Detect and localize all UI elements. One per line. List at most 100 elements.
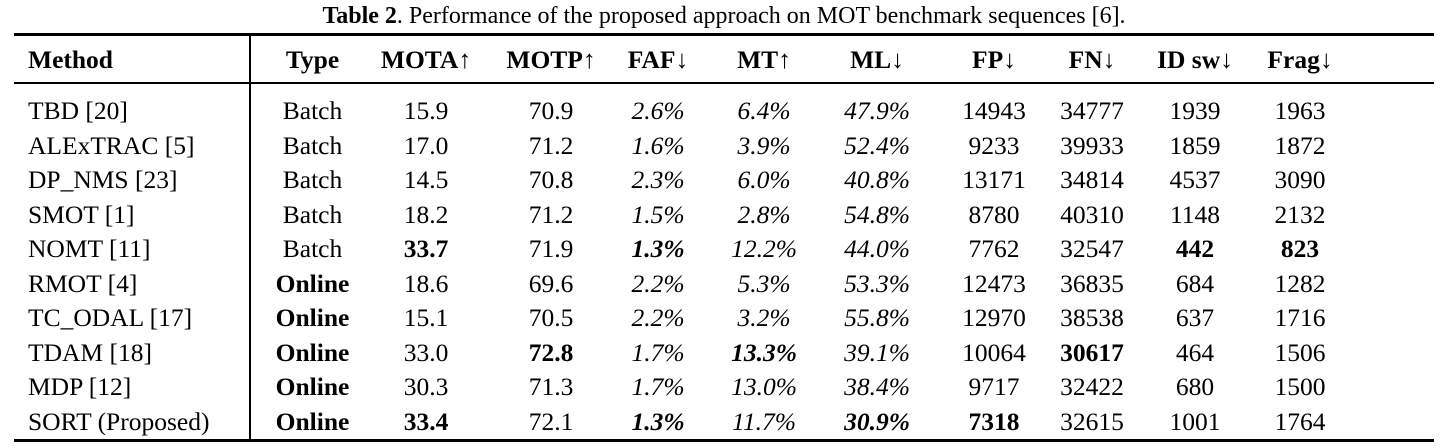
cell-motp: 71.9 — [528, 234, 574, 264]
cell-type: Batch — [282, 130, 343, 160]
cell-mt: 12.2% — [731, 234, 797, 264]
cell-mota: 18.6 — [403, 268, 449, 298]
cell-mt: 11.7% — [732, 406, 796, 436]
cell-method: SORT (Proposed) — [14, 404, 251, 441]
cell-mota: 15.9 — [403, 96, 449, 126]
table-row: ALExTRAC [5] Batch 17.0 71.2 1.6% 3.9% 52.4% 92… — [14, 128, 1434, 163]
cell-faf: 1.3% — [631, 406, 685, 436]
cell-ml: 52.4% — [844, 130, 910, 160]
cell-ml: 38.4% — [844, 372, 910, 402]
cell-fn: 32547 — [1060, 234, 1124, 264]
cell-ml: 47.9% — [844, 96, 910, 126]
cell-method: RMOT [4] — [14, 266, 251, 301]
cell-method: TDAM [18] — [14, 335, 251, 370]
header-fn: FN↓ — [1068, 45, 1116, 74]
cell-motp: 72.8 — [528, 337, 574, 367]
table-caption-label: Table 2 — [322, 3, 397, 29]
cell-method: TBD [20] — [14, 83, 251, 129]
cell-type: Batch — [282, 96, 343, 126]
cell-fn: 32615 — [1060, 406, 1124, 436]
cell-ml: 40.8% — [844, 165, 910, 195]
cell-faf: 2.2% — [631, 303, 685, 333]
cell-faf: 1.5% — [631, 199, 685, 229]
cell-id-sw: 1939 — [1169, 96, 1221, 126]
cell-fp: 9717 — [968, 372, 1020, 402]
table-row: RMOT [4] Online 18.6 69.6 2.2% 5.3% 53.3% 12473… — [14, 266, 1434, 301]
cell-fn: 36835 — [1060, 268, 1124, 298]
cell-faf: 2.2% — [631, 268, 685, 298]
cell-id-sw: 1001 — [1169, 406, 1221, 436]
cell-type: Online — [275, 268, 350, 298]
header-mota: MOTA↑ — [380, 45, 472, 74]
cell-id-sw: 637 — [1175, 303, 1215, 333]
cell-id-sw: 442 — [1175, 234, 1215, 264]
cell-frag: 1506 — [1274, 337, 1326, 367]
header-ml: ML↓ — [850, 45, 904, 74]
cell-fp: 13171 — [962, 165, 1026, 195]
header-fp: FP↓ — [972, 45, 1016, 74]
cell-faf: 1.7% — [631, 372, 685, 402]
cell-fp: 7762 — [968, 234, 1020, 264]
cell-fn: 39933 — [1060, 130, 1124, 160]
cell-motp: 70.9 — [528, 96, 574, 126]
cell-ml: 55.8% — [844, 303, 910, 333]
table-row: DP_NMS [23] Batch 14.5 70.8 2.3% 6.0% 40.8% 131… — [14, 163, 1434, 198]
cell-id-sw: 1148 — [1169, 199, 1221, 229]
table-row: SMOT [1] Batch 18.2 71.2 1.5% 2.8% 54.8% 8780 40… — [14, 197, 1434, 232]
cell-mota: 33.7 — [403, 234, 449, 264]
cell-id-sw: 680 — [1175, 372, 1215, 402]
header-row: Method Type MOTA↑ MOTP↑ FAF↓ MT↑ ML↓ FP↓… — [14, 34, 1434, 83]
cell-method: ALExTRAC [5] — [14, 128, 251, 163]
cell-mt: 3.9% — [737, 130, 791, 160]
cell-fp: 10064 — [962, 337, 1026, 367]
cell-faf: 1.7% — [631, 337, 685, 367]
cell-type: Online — [275, 337, 350, 367]
header-method: Method — [14, 34, 251, 83]
cell-mota: 18.2 — [403, 199, 449, 229]
cell-method: DP_NMS [23] — [14, 163, 251, 198]
cell-frag: 1764 — [1274, 406, 1326, 436]
table-row: MDP [12] Online 30.3 71.3 1.7% 13.0% 38.4% 9717… — [14, 370, 1434, 405]
cell-mota: 33.0 — [403, 337, 449, 367]
cell-faf: 2.6% — [631, 96, 685, 126]
cell-mota: 14.5 — [403, 165, 449, 195]
cell-mt: 13.0% — [731, 372, 797, 402]
cell-fn: 38538 — [1060, 303, 1124, 333]
cell-method: NOMT [11] — [14, 232, 251, 267]
table-caption-text: . Performance of the proposed approach o… — [396, 3, 1126, 29]
cell-faf: 1.6% — [631, 130, 685, 160]
header-motp: MOTP↑ — [506, 45, 596, 74]
cell-ml: 30.9% — [844, 406, 910, 436]
cell-mota: 30.3 — [403, 372, 449, 402]
header-type: Type — [285, 45, 340, 74]
table-row: TBD [20] Batch 15.9 70.9 2.6% 6.4% 47.9% 14943 3… — [14, 83, 1434, 129]
cell-mt: 5.3% — [737, 268, 791, 298]
table-row: TDAM [18] Online 33.0 72.8 1.7% 13.3% 39.1% 100… — [14, 335, 1434, 370]
cell-fn: 40310 — [1060, 199, 1124, 229]
cell-mt: 3.2% — [737, 303, 791, 333]
cell-fp: 12473 — [962, 268, 1026, 298]
cell-frag: 1872 — [1274, 130, 1326, 160]
cell-method: TC_ODAL [17] — [14, 301, 251, 336]
cell-fp: 14943 — [962, 96, 1026, 126]
cell-fp: 8780 — [968, 199, 1020, 229]
cell-frag: 1963 — [1274, 96, 1326, 126]
header-mt: MT↑ — [737, 45, 791, 74]
cell-ml: 53.3% — [844, 268, 910, 298]
cell-method: SMOT [1] — [14, 197, 251, 232]
table-row: TC_ODAL [17] Online 15.1 70.5 2.2% 3.2% 55.8% 1… — [14, 301, 1434, 336]
cell-fp: 7318 — [968, 406, 1020, 436]
cell-frag: 2132 — [1274, 199, 1326, 229]
cell-frag: 1500 — [1274, 372, 1326, 402]
cell-mt: 13.3% — [731, 337, 797, 367]
cell-ml: 39.1% — [844, 337, 910, 367]
cell-frag: 823 — [1280, 234, 1320, 264]
cell-faf: 2.3% — [631, 165, 685, 195]
cell-ml: 44.0% — [844, 234, 910, 264]
cell-mt: 2.8% — [737, 199, 791, 229]
table-row: NOMT [11] Batch 33.7 71.9 1.3% 12.2% 44.0% 7762… — [14, 232, 1434, 267]
cell-mota: 15.1 — [403, 303, 449, 333]
cell-type: Batch — [282, 165, 343, 195]
cell-fn: 34814 — [1060, 165, 1124, 195]
cell-mota: 33.4 — [403, 406, 449, 436]
